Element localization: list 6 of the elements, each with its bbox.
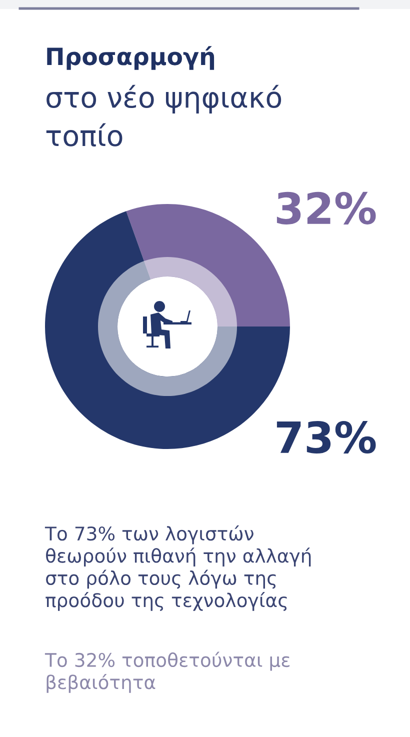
chart-title: Προσαρμογή <box>47 46 214 70</box>
data-label: 73% <box>276 420 376 454</box>
text: Το 32% τοποθετούνται με βεβαιότητα <box>44 652 290 693</box>
data-label: 32% <box>276 192 376 224</box>
chart-subtitle: στο νέο ψηφιακό τοπίο <box>46 84 282 147</box>
text: Το 73% των λογιστών θεωρούν πιθανή την αλλαγή στο ρόλο τους λόγω της προόδου της τεχνολογίας <box>44 525 311 611</box>
